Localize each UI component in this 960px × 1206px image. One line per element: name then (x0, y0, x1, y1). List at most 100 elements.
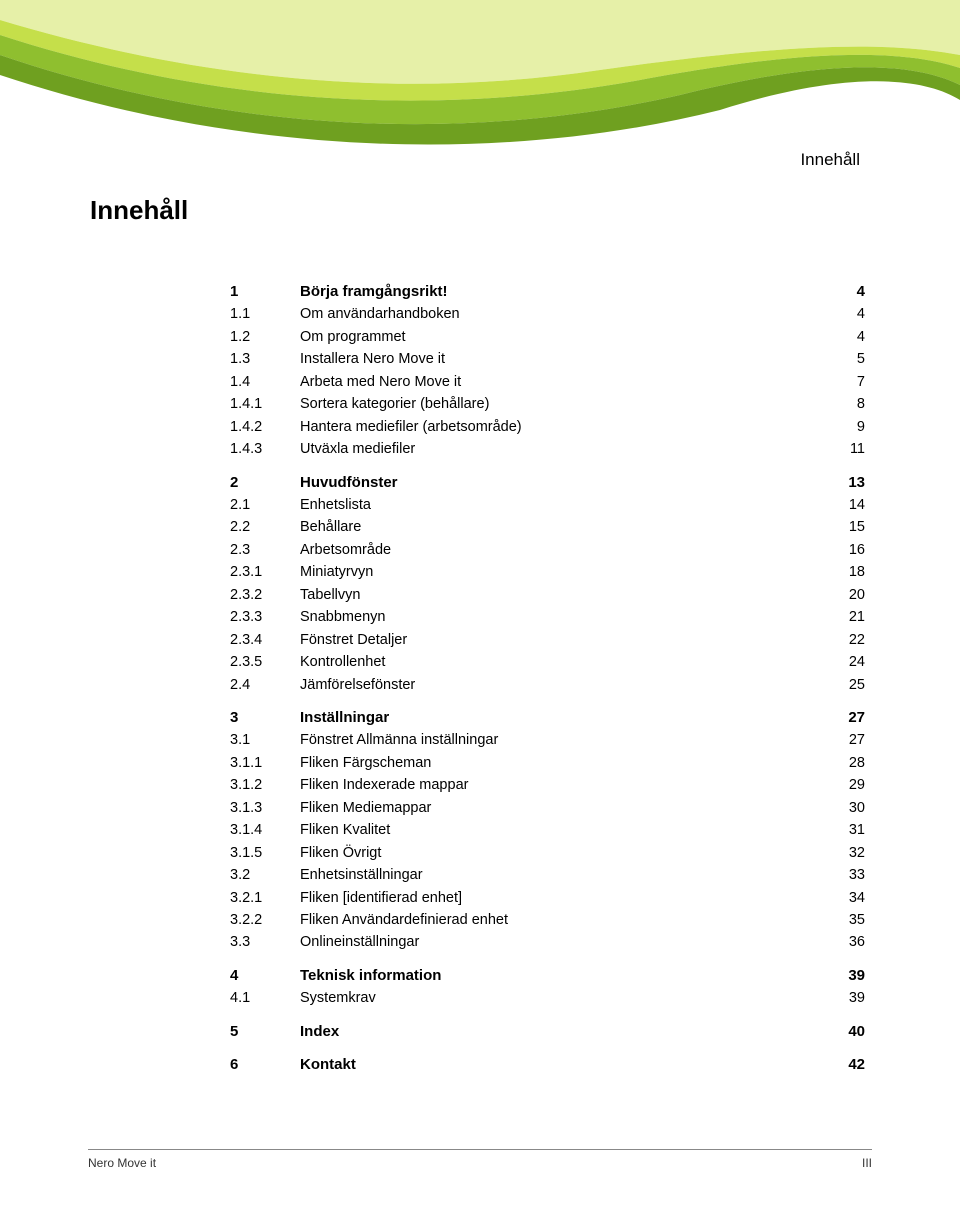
toc-entry-title: Fliken Användardefinierad enhet (300, 909, 825, 931)
toc-entry-title: Hantera mediefiler (arbetsområde) (300, 416, 825, 438)
toc-entry-page: 28 (825, 752, 865, 774)
toc-entry-title: Huvudfönster (300, 471, 825, 494)
toc-entry-title: Fönstret Allmänna inställningar (300, 729, 825, 751)
toc-entry[interactable]: 1.4.1Sortera kategorier (behållare)8 (230, 393, 865, 415)
toc-entry-number: 2.2 (230, 516, 300, 538)
toc-entry[interactable]: 2Huvudfönster13 (230, 471, 865, 494)
toc-entry-title: Sortera kategorier (behållare) (300, 393, 825, 415)
toc-entry-page: 11 (825, 438, 865, 460)
toc-entry-title: Inställningar (300, 706, 825, 729)
toc-entry-title: Miniatyrvyn (300, 561, 825, 583)
toc-entry[interactable]: 2.1Enhetslista14 (230, 494, 865, 516)
toc-entry[interactable]: 1.3Installera Nero Move it5 (230, 348, 865, 370)
toc-entry-number: 3.1.1 (230, 752, 300, 774)
toc-entry-title: Jämförelsefönster (300, 674, 825, 696)
toc-entry-title: Börja framgångsrikt! (300, 280, 825, 303)
toc-entry-page: 14 (825, 494, 865, 516)
toc-entry-page: 20 (825, 584, 865, 606)
toc-entry-title: Om programmet (300, 326, 825, 348)
toc-entry-title: Teknisk information (300, 964, 825, 987)
toc-entry[interactable]: 2.4Jämförelsefönster25 (230, 674, 865, 696)
toc-entry[interactable]: 2.3.5Kontrollenhet24 (230, 651, 865, 673)
toc-entry-page: 35 (825, 909, 865, 931)
toc-entry[interactable]: 2.3.1Miniatyrvyn18 (230, 561, 865, 583)
toc-entry-title: Fliken Övrigt (300, 842, 825, 864)
toc-entry-page: 39 (825, 964, 865, 987)
toc-entry-number: 3.1.2 (230, 774, 300, 796)
toc-entry-number: 1 (230, 280, 300, 303)
toc-entry[interactable]: 4Teknisk information39 (230, 964, 865, 987)
toc-entry[interactable]: 1.1Om användarhandboken4 (230, 303, 865, 325)
toc-entry-number: 2.3 (230, 539, 300, 561)
toc-entry-number: 1.4.3 (230, 438, 300, 460)
toc-entry-page: 5 (825, 348, 865, 370)
toc-entry-title: Fliken Kvalitet (300, 819, 825, 841)
toc-entry[interactable]: 1Börja framgångsrikt!4 (230, 280, 865, 303)
toc-entry[interactable]: 2.3.4Fönstret Detaljer22 (230, 629, 865, 651)
toc-entry-number: 6 (230, 1053, 300, 1076)
toc-entry[interactable]: 6Kontakt42 (230, 1053, 865, 1076)
toc-entry[interactable]: 2.2Behållare15 (230, 516, 865, 538)
toc-entry-number: 1.4.2 (230, 416, 300, 438)
toc-entry[interactable]: 3.1Fönstret Allmänna inställningar27 (230, 729, 865, 751)
toc-entry-title: Fliken Färgscheman (300, 752, 825, 774)
toc-entry[interactable]: 2.3Arbetsområde16 (230, 539, 865, 561)
toc-entry[interactable]: 2.3.3Snabbmenyn21 (230, 606, 865, 628)
toc-entry[interactable]: 3.1.2Fliken Indexerade mappar29 (230, 774, 865, 796)
toc-entry[interactable]: 1.4.2Hantera mediefiler (arbetsområde)9 (230, 416, 865, 438)
toc-entry[interactable]: 3.3Onlineinställningar36 (230, 931, 865, 953)
toc-entry-number: 4 (230, 964, 300, 987)
toc-entry-number: 3.1 (230, 729, 300, 751)
toc-entry-number: 1.3 (230, 348, 300, 370)
toc-entry-title: Snabbmenyn (300, 606, 825, 628)
header-wave-decoration (0, 0, 960, 200)
toc-entry-number: 2 (230, 471, 300, 494)
toc-entry[interactable]: 3.2Enhetsinställningar33 (230, 864, 865, 886)
toc-entry-page: 27 (825, 729, 865, 751)
toc-entry[interactable]: 3.1.4Fliken Kvalitet31 (230, 819, 865, 841)
toc-entry-page: 32 (825, 842, 865, 864)
toc-entry-title: Index (300, 1020, 825, 1043)
document-page: Innehåll Innehåll 1Börja framgångsrikt!4… (0, 0, 960, 1206)
toc-entry-page: 13 (825, 471, 865, 494)
toc-entry-title: Arbeta med Nero Move it (300, 371, 825, 393)
toc-entry-page: 22 (825, 629, 865, 651)
toc-entry[interactable]: 3.1.1Fliken Färgscheman28 (230, 752, 865, 774)
toc-entry-number: 3 (230, 706, 300, 729)
toc-entry-title: Arbetsområde (300, 539, 825, 561)
toc-entry-number: 3.1.5 (230, 842, 300, 864)
toc-entry[interactable]: 2.3.2Tabellvyn20 (230, 584, 865, 606)
toc-entry[interactable]: 3.1.5Fliken Övrigt32 (230, 842, 865, 864)
toc-entry[interactable]: 3.2.1Fliken [identifierad enhet]34 (230, 887, 865, 909)
toc-entry-number: 1.4.1 (230, 393, 300, 415)
toc-entry-page: 30 (825, 797, 865, 819)
toc-entry-number: 3.2 (230, 864, 300, 886)
toc-entry[interactable]: 4.1Systemkrav39 (230, 987, 865, 1009)
table-of-contents: 1Börja framgångsrikt!41.1Om användarhand… (230, 280, 865, 1076)
toc-entry[interactable]: 3.1.3Fliken Mediemappar30 (230, 797, 865, 819)
toc-entry-number: 4.1 (230, 987, 300, 1009)
toc-entry-number: 1.4 (230, 371, 300, 393)
footer-page-number: III (862, 1156, 872, 1170)
toc-entry-page: 40 (825, 1020, 865, 1043)
toc-entry-title: Fönstret Detaljer (300, 629, 825, 651)
toc-entry[interactable]: 1.2Om programmet4 (230, 326, 865, 348)
toc-entry-number: 2.3.3 (230, 606, 300, 628)
toc-entry[interactable]: 1.4.3Utväxla mediefiler11 (230, 438, 865, 460)
toc-entry-number: 2.3.5 (230, 651, 300, 673)
toc-entry-title: Utväxla mediefiler (300, 438, 825, 460)
toc-entry[interactable]: 3Inställningar27 (230, 706, 865, 729)
toc-entry-number: 3.1.3 (230, 797, 300, 819)
section-header-label: Innehåll (800, 150, 860, 170)
toc-entry-number: 3.2.2 (230, 909, 300, 931)
toc-entry-number: 2.4 (230, 674, 300, 696)
page-footer: Nero Move it III (88, 1149, 872, 1170)
toc-entry[interactable]: 5Index40 (230, 1020, 865, 1043)
toc-entry[interactable]: 1.4Arbeta med Nero Move it7 (230, 371, 865, 393)
toc-entry-page: 21 (825, 606, 865, 628)
toc-entry[interactable]: 3.2.2Fliken Användardefinierad enhet35 (230, 909, 865, 931)
toc-entry-number: 1.2 (230, 326, 300, 348)
toc-entry-title: Fliken Mediemappar (300, 797, 825, 819)
toc-entry-page: 8 (825, 393, 865, 415)
toc-entry-page: 33 (825, 864, 865, 886)
